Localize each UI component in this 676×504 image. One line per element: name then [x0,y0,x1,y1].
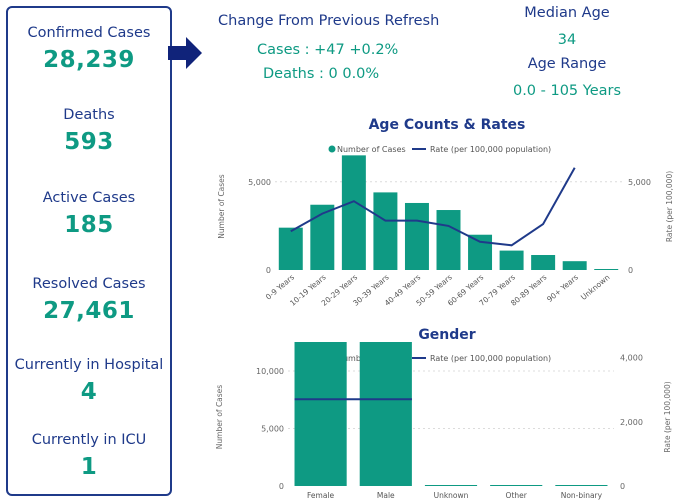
y-right-tick-label: 2,000 [620,418,643,427]
legend-label-rate: Rate (per 100,000 population) [430,145,551,154]
chart-legend: Number of Cases Rate (per 100,000 populat… [328,145,551,154]
stat-icu: Currently in ICU 1 [8,431,170,481]
y-right-tick-label: 4,000 [620,354,643,363]
y-tick-label: 5,000 [261,425,284,434]
bar-90-years [562,261,587,270]
stat-active: Active Cases 185 [8,189,170,239]
bar-60-69-years [468,234,493,270]
y-tick-label: 10,000 [256,367,284,376]
gender-chart-title: Gender [418,327,476,343]
y-tick-label: 5,000 [248,178,271,187]
rate-line [290,167,576,247]
bar-30-39-years [373,192,398,270]
stat-value: 27,461 [43,298,135,324]
age-chart-title: Age Counts & Rates [368,117,526,133]
stat-label: Active Cases [42,190,136,206]
y-axis-label: Number of Cases [215,385,224,449]
x-tick-label: Unknown [434,491,469,500]
x-tick-label: Non-binary [561,491,603,500]
y-right-tick-label: 0 [620,482,625,491]
bar-70-79-years [499,250,524,270]
y-right-axis-label: Rate (per 100,000) [663,381,672,452]
age-range-value: 0.0 - 105 Years [512,83,622,99]
bar-male [359,342,412,486]
y-axis-label: Number of Cases [217,174,226,238]
bar-40-49-years [404,202,429,270]
arrow-right-icon [168,37,202,69]
age-range-label: Age Range [527,56,607,72]
x-tick-label: Male [377,491,395,500]
stat-value: 4 [80,379,98,405]
bar-20-29-years [341,155,366,270]
summary-panel: Confirmed Cases 28,239 Deaths 593 Active… [6,6,172,496]
bar-other [490,485,543,486]
stat-label: Confirmed Cases [27,25,151,41]
legend-marker-cases [328,145,336,153]
bar-0-9-years [278,227,303,270]
median-age-label: Median Age [524,5,610,21]
change-deaths: Deaths : 0 0.0% [263,66,380,82]
stat-confirmed: Confirmed Cases 28,239 [8,24,170,74]
bar-unknown [594,269,619,270]
age-chart: Number of Cases Rate (per 100,000 populat… [217,145,674,308]
stat-value: 28,239 [43,47,135,73]
stat-resolved: Resolved Cases 27,461 [8,275,170,325]
bar-female [294,342,347,486]
x-tick-label: Female [307,491,335,500]
stat-value: 1 [80,454,98,480]
x-tick-label: 90+ Years [545,273,580,304]
bar-80-89-years [531,255,556,270]
y-tick-label: 0 [279,482,284,491]
bar-non-binary [555,485,608,486]
bar-10-19-years [310,204,335,270]
bar-50-59-years [436,210,461,270]
y-tick-label: 0 [266,266,271,275]
legend-label-cases: Number of Cases [337,145,406,154]
change-cases: Cases : +47 +0.2% [257,42,399,58]
stat-hospital: Currently in Hospital 4 [8,356,170,406]
x-tick-label: Other [506,491,528,500]
median-age-value: 34 [557,32,577,48]
stat-label: Resolved Cases [32,276,146,292]
x-tick-label: Unknown [579,272,612,301]
stat-label: Currently in ICU [31,432,147,448]
gender-chart: Number of Cases Rate (per 100,000 populat… [215,342,672,500]
y-right-tick-label: 5,000 [628,178,651,187]
y-right-tick-label: 0 [628,266,633,275]
stat-deaths: Deaths 593 [8,106,170,156]
stat-value: 185 [64,212,114,238]
stat-label: Deaths [63,107,115,123]
y-right-axis-label: Rate (per 100,000) [665,171,674,242]
legend-label-rate: Rate (per 100,000 population) [430,354,551,363]
change-title: Change From Previous Refresh [218,13,440,29]
stat-label: Currently in Hospital [14,357,164,373]
bar-unknown [424,485,478,486]
stat-value: 593 [64,129,114,155]
